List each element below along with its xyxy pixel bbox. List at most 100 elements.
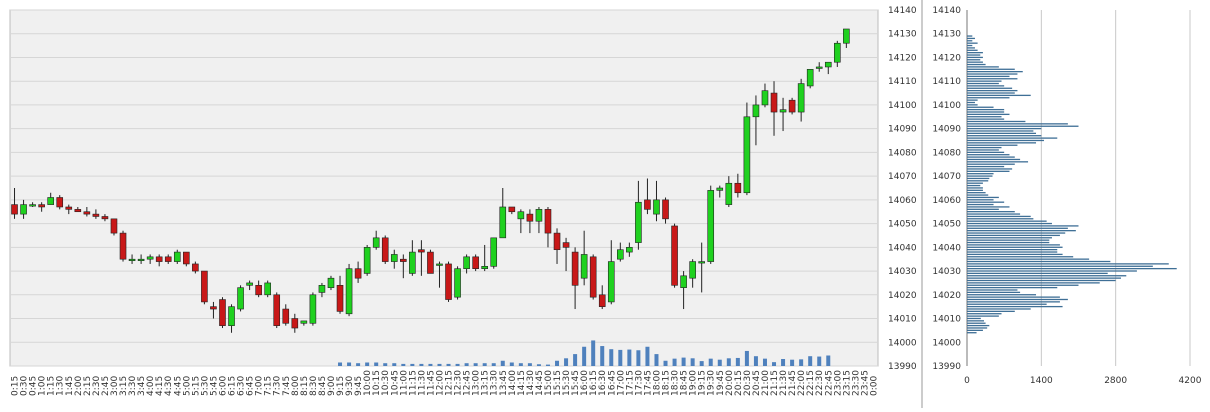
time-tick-label: 7:30 [273,376,283,396]
candle-body [354,268,362,279]
time-tick-label: 18:15 [662,370,672,396]
candle-body [101,216,109,220]
profile-bar [967,146,1002,149]
time-tick-label: 2:45 [101,376,111,396]
candle-body [300,320,308,324]
profile-bar [967,218,1034,220]
profile-bar [967,237,1052,239]
candle-body [598,294,606,307]
time-tick-label: 6:45 [246,376,256,396]
profile-price-label: 14100 [932,101,961,111]
profile-bar [967,120,1026,123]
volume-bar [419,363,424,366]
profile-bar [967,156,1015,158]
candle-body [770,92,778,113]
time-tick-label: 12:45 [463,370,473,396]
volume-bar [455,363,460,366]
price-tick-label: 14070 [888,172,917,182]
profile-bar [967,168,1013,170]
time-tick-label: 13:30 [490,370,500,396]
candle-body [698,261,705,264]
profile-bar [967,175,993,177]
price-tick-label: 14140 [888,6,917,16]
profile-bar [967,301,1060,303]
profile-bar [967,265,1153,267]
profile-bar [967,173,994,175]
profile-bar [967,201,1005,203]
candle-body [490,237,498,267]
profile-bar [967,47,975,49]
time-tick-label: 19:15 [698,370,708,396]
time-tick-label: 9:00 [327,376,337,396]
time-tick-label: 2:00 [74,376,84,396]
profile-bar [967,284,1079,286]
time-tick-label: 7:15 [264,376,274,396]
profile-price-label: 14070 [932,172,961,182]
profile-bar [967,246,1063,248]
candle-body [653,199,660,215]
profile-bar [967,308,1031,310]
profile-volume-axis: 0 1400 2800 4200 [964,376,1202,386]
volume-bar [609,349,614,366]
profile-bar [967,310,1015,313]
profile-bar [967,142,1037,144]
price-axis: 13990 14000 14010 14020 14030 14040 14050 14060… [888,6,917,372]
profile-bar [967,227,1068,229]
candle-body [128,258,136,262]
profile-bar [967,327,988,329]
volume-bar [753,356,758,366]
profile-bar [967,40,973,42]
candle-body [607,261,615,303]
candle-body [273,294,281,326]
candle-body [92,213,100,217]
time-tick-label: 15:15 [553,370,563,396]
time-tick-label: 3:30 [128,376,138,396]
candle-body [472,256,479,269]
profile-bar [967,111,1005,113]
time-tick-label: 0:30 [20,376,30,396]
profile-bar [967,135,1042,137]
candle-body [228,306,235,326]
time-tick-label: 20:00 [725,370,735,396]
profile-bar [967,149,999,151]
profile-bar [967,211,1015,213]
volume-bar [464,363,469,366]
profile-bar [967,73,1018,75]
time-tick-label: 4:45 [173,376,183,396]
profile-price-label: 14110 [932,77,961,87]
profile-bar [967,37,975,40]
profile-bar [967,230,1076,232]
time-tick-label: 0:45 [29,376,39,396]
candle-body [183,251,190,265]
volume-tick-label: 4200 [1179,376,1202,386]
candle-body [445,263,452,300]
candle-body [309,294,317,324]
profile-bar [967,320,984,322]
profile-bar [967,184,981,187]
time-tick-label: 10:00 [363,370,373,396]
profile-bar [967,137,1058,139]
time-tick-label: 14:45 [535,370,545,396]
time-tick-label: 16:30 [598,370,608,396]
candle-body [535,209,543,222]
candle-body [743,116,751,194]
time-tick-label: 2:30 [92,376,102,396]
profile-bar [967,187,983,189]
profile-bar [967,248,1058,251]
time-tick-label: 6:00 [218,376,228,396]
candle-body [47,197,54,205]
time-tick-label: 5:45 [209,376,219,396]
profile-price-label: 14140 [932,6,961,16]
profile-bar [967,294,1037,296]
volume-tick-label: 1400 [1030,376,1053,386]
time-tick-label: 9:15 [336,376,346,396]
profile-bar [967,317,981,320]
profile-bar [967,192,986,194]
time-tick-label: 12:00 [435,370,445,396]
price-tick-label: 14000 [888,338,917,348]
time-tick-label: 23:15 [842,370,852,396]
time-tick-label: 22:00 [797,370,807,396]
profile-bar [967,59,981,61]
time-tick-label: 4:15 [155,376,165,396]
